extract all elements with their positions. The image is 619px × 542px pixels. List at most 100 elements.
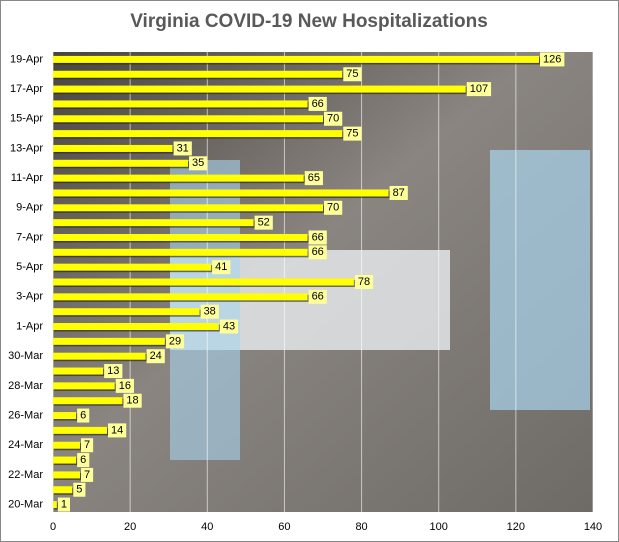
- value-label: 52: [258, 217, 270, 229]
- value-label: 7: [84, 439, 90, 451]
- bar: [53, 263, 212, 271]
- value-label: 75: [346, 128, 358, 140]
- x-tick-label: 80: [355, 521, 367, 533]
- value-label: 78: [358, 276, 370, 288]
- value-label-box: [308, 245, 327, 260]
- value-label-box: [81, 438, 94, 453]
- value-label-box: [77, 408, 90, 423]
- bar: [53, 337, 165, 345]
- bar: [53, 486, 73, 494]
- value-label-box: [343, 67, 362, 82]
- bar: [53, 426, 107, 434]
- y-tick-label: 30-Mar: [8, 350, 43, 362]
- value-label: 31: [177, 142, 189, 154]
- bar: [53, 352, 146, 360]
- bar: [53, 367, 104, 375]
- bar: [53, 278, 354, 286]
- value-label: 66: [312, 291, 324, 303]
- chart-title: Virginia COVID-19 New Hospitalizations: [130, 11, 488, 32]
- bar: [53, 471, 80, 479]
- bar: [53, 115, 323, 123]
- value-label-box: [308, 96, 327, 111]
- x-tick-label: 100: [430, 521, 448, 533]
- y-tick-label: 5-Apr: [16, 261, 43, 273]
- value-label: 70: [327, 113, 339, 125]
- value-label: 18: [126, 395, 138, 407]
- value-label-box: [123, 393, 142, 408]
- value-label: 7: [84, 469, 90, 481]
- value-label-box: [308, 289, 327, 304]
- value-label: 43: [223, 320, 235, 332]
- value-label-box: [104, 364, 123, 379]
- value-label: 107: [470, 83, 488, 95]
- bar: [53, 456, 77, 464]
- value-label: 75: [346, 68, 358, 80]
- value-label-box: [219, 319, 239, 334]
- y-tick-label: 26-Mar: [8, 409, 43, 421]
- value-label: 41: [215, 261, 227, 273]
- bar: [53, 323, 219, 331]
- value-label: 66: [312, 231, 324, 243]
- y-tick-label: 7-Apr: [16, 231, 43, 243]
- bar: [53, 233, 308, 241]
- y-tick-label: 28-Mar: [8, 380, 43, 392]
- value-label-box: [146, 349, 165, 364]
- value-label: 87: [393, 187, 405, 199]
- bar: [53, 159, 188, 167]
- value-label: 70: [327, 202, 339, 214]
- value-label-box: [343, 126, 362, 141]
- y-tick-label: 20-Mar: [8, 498, 43, 510]
- x-tick-label: 40: [201, 521, 213, 533]
- value-label: 66: [312, 98, 324, 110]
- bar: [53, 501, 57, 509]
- bar: [53, 412, 77, 420]
- bar: [53, 85, 466, 93]
- y-tick-label: 11-Apr: [11, 172, 44, 184]
- value-label: 6: [80, 454, 86, 466]
- value-label-box: [389, 185, 408, 200]
- value-label: 16: [119, 380, 131, 392]
- value-label-box: [165, 334, 185, 349]
- x-tick-label: 60: [278, 521, 290, 533]
- x-tick-label: 120: [507, 521, 525, 533]
- value-label-box: [73, 482, 86, 497]
- y-tick-label: 9-Apr: [16, 202, 43, 214]
- bar: [53, 397, 123, 405]
- bar: [53, 70, 343, 78]
- bar: [53, 382, 115, 390]
- x-tick-label: 140: [584, 521, 602, 533]
- value-label-box: [81, 467, 94, 482]
- value-label: 38: [204, 306, 216, 318]
- value-label: 1: [61, 498, 67, 510]
- value-label: 24: [150, 350, 162, 362]
- value-label: 126: [543, 53, 561, 65]
- bar: [53, 174, 304, 182]
- value-label-box: [304, 171, 323, 186]
- bar: [53, 100, 308, 108]
- value-label-box: [324, 200, 343, 215]
- x-tick-label: 20: [124, 521, 136, 533]
- y-tick-label: 15-Apr: [10, 113, 43, 125]
- y-tick-label: 13-Apr: [10, 142, 43, 154]
- value-label: 6: [80, 409, 86, 421]
- y-tick-label: 19-Apr: [10, 53, 43, 65]
- value-label: 65: [308, 172, 320, 184]
- value-label-box: [57, 497, 70, 512]
- value-label: 14: [111, 424, 123, 436]
- bar: [53, 55, 539, 63]
- value-label-box: [254, 215, 273, 230]
- bar: [53, 219, 254, 227]
- y-tick-label: 1-Apr: [16, 320, 43, 332]
- value-label: 66: [312, 246, 324, 258]
- x-tick-label: 0: [50, 521, 56, 533]
- value-label-box: [115, 378, 134, 393]
- y-tick-label: 22-Mar: [8, 469, 43, 481]
- value-label-box: [354, 275, 374, 289]
- value-label: 35: [192, 157, 204, 169]
- value-label-box: [189, 156, 208, 171]
- photo-shape: [490, 150, 590, 410]
- value-label-box: [77, 453, 90, 468]
- value-label-box: [540, 52, 565, 67]
- value-label: 13: [107, 365, 119, 377]
